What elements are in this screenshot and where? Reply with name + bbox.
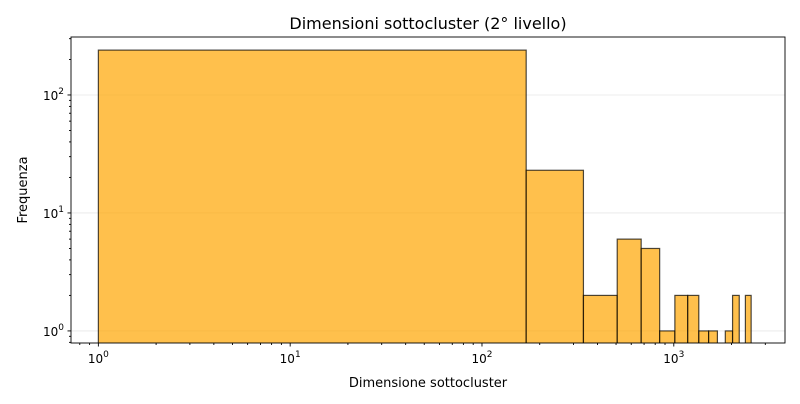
x-tick-label: 100 (88, 350, 109, 366)
histogram-bar (744, 294, 752, 343)
histogram-bar (525, 169, 585, 343)
histogram-bar (698, 330, 710, 343)
histogram-bar (724, 330, 734, 343)
histogram-bar (687, 294, 700, 343)
histogram-bar (97, 49, 527, 343)
y-axis-label: Frequenza (16, 156, 31, 223)
x-tick-label: 102 (471, 350, 492, 366)
x-tick-label: 103 (663, 350, 684, 366)
histogram-bar (582, 294, 618, 343)
y-axis-ticks: 100 101 102 (43, 38, 71, 343)
y-tick-label: 100 (43, 323, 64, 339)
histogram-bar (731, 294, 740, 343)
bars-layer (97, 49, 752, 343)
histogram-bar (640, 247, 661, 343)
histogram-bar (708, 330, 719, 343)
y-tick-label: 101 (43, 205, 64, 221)
chart-title: Dimensioni sottocluster (2° livello) (289, 14, 566, 33)
x-axis-ticks: 100 101 102 103 (79, 343, 766, 366)
x-axis-label: Dimensione sottocluster (349, 376, 508, 391)
x-tick-label: 101 (280, 350, 301, 366)
y-tick-label: 102 (43, 87, 64, 103)
histogram-bar (659, 330, 676, 343)
histogram-bar (616, 238, 642, 343)
plot-frame (70, 36, 786, 344)
